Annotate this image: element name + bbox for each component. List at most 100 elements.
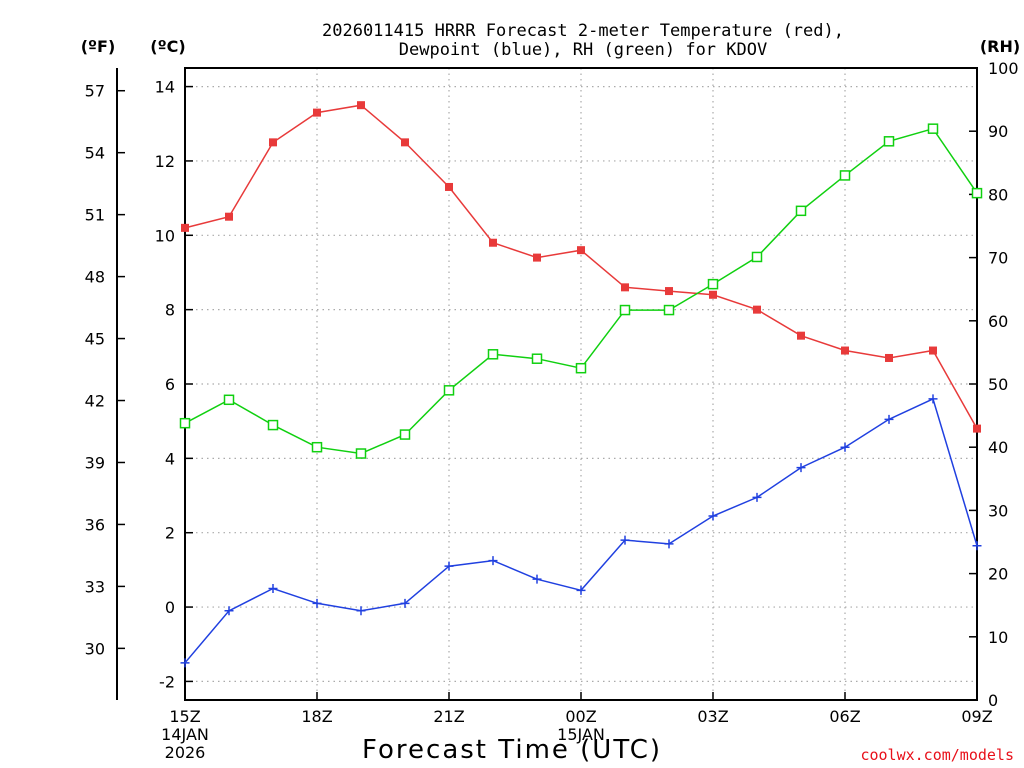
- celsius-tick-label: 2: [165, 524, 175, 543]
- temperature-point: [401, 138, 409, 147]
- celsius-tick-label: 12: [155, 152, 175, 171]
- rh-point: [575, 362, 587, 374]
- rh-tick-label: 40: [988, 438, 1008, 457]
- dewpoint-point: [444, 561, 454, 571]
- dewpoint-point: [796, 463, 806, 473]
- rh-point: [311, 441, 323, 453]
- dewpoint-point: [400, 598, 410, 608]
- temperature-point: [753, 305, 761, 314]
- dewpoint-point: [664, 539, 674, 549]
- x-tick-label: 15Z: [169, 707, 200, 726]
- fahrenheit-tick-label: 45: [85, 330, 105, 349]
- fahrenheit-tick-label: 33: [85, 577, 105, 596]
- x-tick-year-label: 2026: [165, 743, 206, 762]
- temperature-point: [225, 212, 233, 221]
- temperature-point: [885, 353, 893, 362]
- temperature-point: [577, 246, 585, 255]
- rh-tick-label: 100: [988, 59, 1019, 78]
- rh-point: [883, 136, 895, 147]
- celsius-tick-label: -2: [159, 672, 175, 691]
- fahrenheit-tick-label: 39: [85, 453, 105, 472]
- temperature-point: [929, 346, 937, 355]
- x-axis-title: Forecast Time (UTC): [362, 735, 662, 765]
- rh-point: [707, 278, 719, 290]
- x-tick-label: 09Z: [961, 707, 992, 726]
- fahrenheit-unit-label: (ºF): [81, 37, 116, 56]
- temperature-point: [621, 283, 629, 292]
- rh-unit-label: (RH): [980, 37, 1020, 56]
- chart-title: 2026011415 HRRR Forecast 2-meter Tempera…: [322, 21, 844, 41]
- fahrenheit-tick-label: 42: [85, 392, 105, 411]
- dewpoint-point: [488, 556, 498, 566]
- temperature-point: [357, 101, 365, 110]
- x-tick-label: 00Z: [565, 707, 596, 726]
- temperature-point: [973, 424, 981, 433]
- credit-text: coolwx.com/models: [860, 746, 1014, 764]
- rh-tick-label: 70: [988, 249, 1008, 268]
- dewpoint-point: [312, 598, 322, 608]
- temperature-point: [489, 238, 497, 247]
- celsius-tick-label: 6: [165, 375, 175, 394]
- rh-point: [443, 385, 455, 396]
- dewpoint-point: [708, 511, 718, 521]
- x-tick-date-label: 15JAN: [557, 725, 605, 744]
- fahrenheit-tick-label: 51: [85, 206, 105, 225]
- rh-point: [619, 304, 631, 316]
- celsius-tick-label: 0: [165, 598, 175, 617]
- rh-point: [927, 123, 939, 134]
- dewpoint-point: [356, 606, 366, 616]
- temperature-point: [313, 108, 321, 117]
- x-tick-label: 21Z: [433, 707, 464, 726]
- dewpoint-point: [576, 585, 586, 595]
- rh-series: [179, 123, 983, 459]
- temperature-point: [445, 182, 453, 191]
- dewpoint-point: [928, 394, 938, 404]
- temperature-point: [665, 287, 673, 296]
- rh-point: [223, 394, 235, 406]
- fahrenheit-tick-label: 30: [85, 639, 105, 658]
- grid-lines: [184, 68, 978, 700]
- rh-tick-label: 10: [988, 628, 1008, 647]
- celsius-tick-label: 4: [165, 449, 175, 468]
- rh-tick-label: 50: [988, 375, 1008, 394]
- rh-tick-label: 60: [988, 312, 1008, 331]
- rh-tick-label: 20: [988, 565, 1008, 584]
- axis-ticks: -2 0 2 4 6 8 10 12 14 30 33 36 39 42 45 48 51 54 57 0 10 20 30…: [85, 59, 1019, 762]
- temperature-point: [709, 290, 717, 299]
- dewpoint-point: [532, 574, 542, 584]
- fahrenheit-tick-label: 48: [85, 268, 105, 287]
- chart-subtitle: Dewpoint (blue), RH (green) for KDOV: [399, 40, 767, 60]
- dewpoint-point: [840, 442, 850, 452]
- rh-point: [399, 429, 411, 440]
- rh-point: [795, 205, 807, 217]
- dewpoint-point: [180, 658, 190, 668]
- x-tick-label: 03Z: [697, 707, 728, 726]
- rh-point: [751, 251, 763, 263]
- temperature-series: [181, 101, 981, 433]
- rh-tick-label: 0: [988, 691, 998, 710]
- celsius-unit-label: (ºC): [150, 37, 185, 56]
- temperature-point: [269, 138, 277, 147]
- dewpoint-point: [620, 535, 630, 545]
- dewpoint-point: [972, 541, 982, 551]
- rh-point: [355, 448, 367, 459]
- rh-tick-label: 90: [988, 122, 1008, 141]
- dewpoint-point: [752, 492, 762, 502]
- x-tick-date-label: 14JAN: [161, 725, 209, 744]
- rh-point: [663, 304, 675, 316]
- rh-point: [531, 353, 543, 364]
- x-tick-label: 18Z: [301, 707, 332, 726]
- celsius-tick-label: 8: [165, 301, 175, 320]
- fahrenheit-tick-label: 57: [85, 82, 105, 101]
- dewpoint-point: [884, 414, 894, 424]
- celsius-tick-label: 14: [155, 78, 175, 97]
- dewpoint-point: [224, 606, 234, 616]
- temperature-point: [797, 331, 805, 340]
- series-layer: [179, 101, 983, 668]
- temperature-point: [181, 223, 189, 232]
- rh-point: [267, 419, 279, 431]
- rh-tick-label: 80: [988, 185, 1008, 204]
- celsius-tick-label: 10: [155, 226, 175, 245]
- rh-tick-label: 30: [988, 501, 1008, 520]
